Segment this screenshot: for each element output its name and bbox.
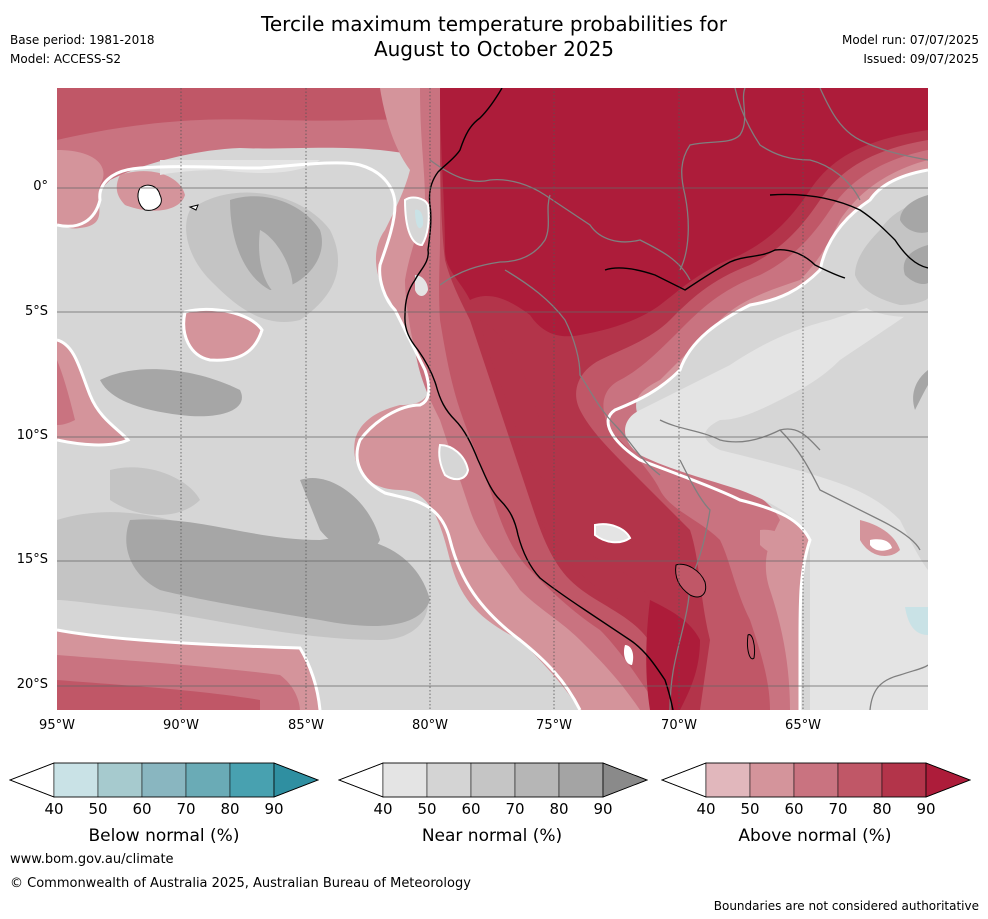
colorbar-lower-extension: [8, 762, 55, 798]
colorbar-segment: [793, 762, 839, 798]
colorbar-outline: [660, 762, 972, 798]
colorbar-segment: [185, 762, 231, 798]
colorbar-segment: [229, 762, 275, 798]
cb2-tick: 40: [696, 800, 716, 818]
cb0-tick: 40: [44, 800, 64, 818]
lat-label-5s: 5°S: [24, 304, 48, 319]
website-text: www.bom.gov.au/climate: [10, 852, 174, 867]
lon-label-80w: 80°W: [412, 718, 448, 733]
colorbar-segment: [97, 762, 143, 798]
cb0-tick: 70: [176, 800, 196, 818]
lat-gridlines: [57, 187, 928, 687]
colorbar-label-near: Near normal (%): [421, 826, 563, 846]
colorbar-above-normal: [660, 762, 972, 798]
colorbar-segment: [558, 762, 604, 798]
model-run-date: Model run: 07/07/2025: [841, 33, 979, 47]
lat-label-15s: 15°S: [16, 552, 48, 567]
model-name: Model: ACCESS-S2: [10, 52, 122, 66]
cb0-tick: 80: [220, 800, 240, 818]
cb0-tick: 90: [264, 800, 284, 818]
cb0-tick: 60: [132, 800, 152, 818]
colorbar-segment: [881, 762, 927, 798]
colorbar-upper-extension: [273, 762, 320, 798]
lon-label-65w: 65°W: [785, 718, 821, 733]
colorbar-below-normal: [8, 762, 320, 798]
map-shading: [57, 88, 928, 710]
cb1-tick: 90: [593, 800, 613, 818]
colorbar-segment: [837, 762, 883, 798]
colorbar-lower-extension: [337, 762, 384, 798]
lat-label-10s: 10°S: [16, 428, 48, 443]
lon-label-95w: 95°W: [39, 718, 75, 733]
lon-label-90w: 90°W: [163, 718, 199, 733]
cb1-tick: 40: [373, 800, 393, 818]
cb2-tick: 90: [916, 800, 936, 818]
issued-date: Issued: 09/07/2025: [863, 52, 979, 66]
colorbar-segment: [426, 762, 472, 798]
colorbar-segment: [53, 762, 99, 798]
coastline: [404, 88, 928, 710]
colorbar-upper-extension: [602, 762, 649, 798]
map-title: Tercile maximum temperature probabilitie…: [0, 12, 988, 62]
colorbars: [8, 762, 972, 798]
colorbar-segment: [141, 762, 187, 798]
country-borders: [429, 88, 928, 710]
base-period: Base period: 1981-2018: [10, 33, 155, 47]
colorbar-outline: [8, 762, 320, 798]
colorbar-upper-extension: [925, 762, 972, 798]
cb0-tick: 50: [88, 800, 108, 818]
colorbar-lower-extension: [660, 762, 707, 798]
cb2-tick: 80: [872, 800, 892, 818]
cb1-tick: 70: [505, 800, 525, 818]
colorbar-near-normal: [337, 762, 649, 798]
cb2-tick: 50: [740, 800, 760, 818]
lon-label-70w: 70°W: [661, 718, 697, 733]
colorbar-label-below: Below normal (%): [88, 826, 240, 846]
cb2-tick: 60: [784, 800, 804, 818]
cb1-tick: 60: [461, 800, 481, 818]
colorbar-outline: [337, 762, 649, 798]
colorbar-segment: [749, 762, 795, 798]
colorbar-label-above: Above normal (%): [738, 826, 892, 846]
disclaimer-text: Boundaries are not considered authoritat…: [713, 899, 979, 913]
colorbar-segment: [382, 762, 428, 798]
cb2-tick: 70: [828, 800, 848, 818]
copyright-text: © Commonwealth of Australia 2025, Austra…: [10, 876, 471, 891]
lon-gridlines: [180, 88, 804, 710]
cb1-tick: 80: [549, 800, 569, 818]
lat-label-20s: 20°S: [16, 677, 48, 692]
title-line-1: Tercile maximum temperature probabilitie…: [261, 12, 727, 36]
cb1-tick: 50: [417, 800, 437, 818]
colorbar-segment: [470, 762, 516, 798]
lat-label-0: 0°: [33, 179, 48, 194]
colorbar-segment: [705, 762, 751, 798]
title-line-2: August to October 2025: [373, 37, 615, 61]
colorbar-segment: [514, 762, 560, 798]
lon-label-85w: 85°W: [288, 718, 324, 733]
lon-label-75w: 75°W: [536, 718, 572, 733]
